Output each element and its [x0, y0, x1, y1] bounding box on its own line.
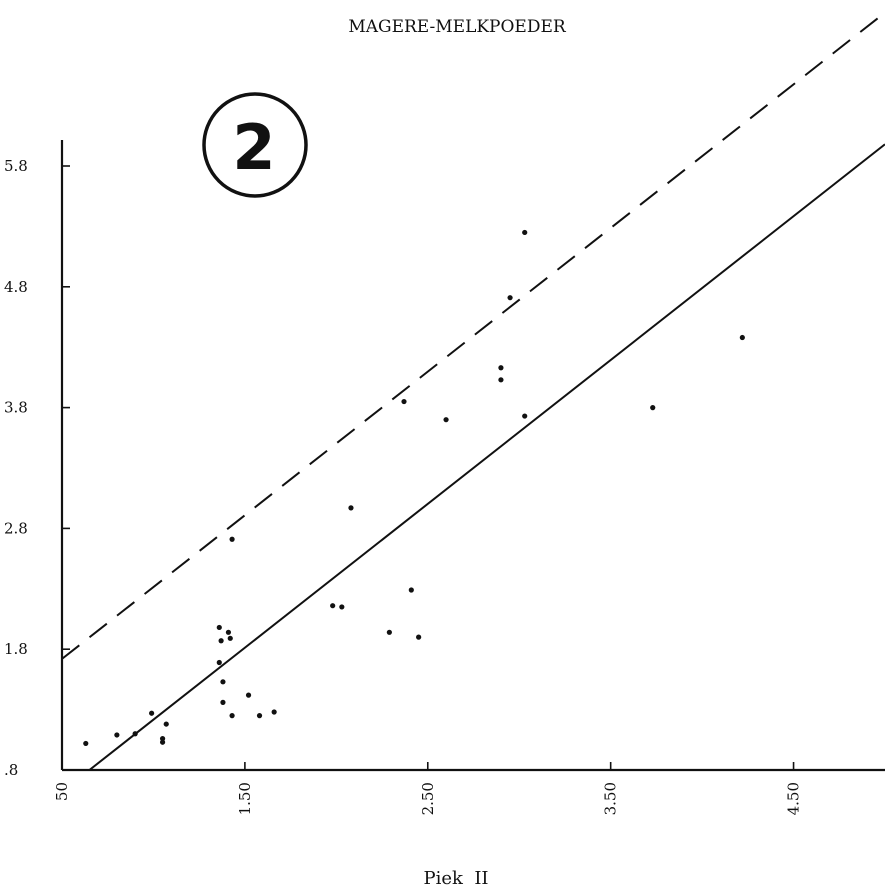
data-point: [339, 604, 345, 610]
axes: [60, 140, 885, 772]
data-point: [225, 629, 232, 635]
x-tick-label: 3.50: [602, 782, 620, 815]
data-point: [229, 536, 235, 542]
data-point: [216, 624, 222, 631]
data-point: [229, 713, 235, 719]
data-point: [650, 405, 656, 411]
chart-title: MAGERE-MELKPOEDER: [348, 17, 567, 37]
data-points: [83, 229, 745, 747]
data-point: [163, 721, 169, 727]
data-point: [149, 710, 155, 716]
data-point: [498, 365, 504, 371]
data-point: [220, 699, 226, 705]
data-point: [114, 732, 120, 738]
fit-lines: [62, 11, 885, 770]
y-tick-label: 4.8: [4, 278, 28, 296]
y-tick-label: 2.8: [4, 519, 28, 537]
data-point: [739, 334, 745, 341]
data-point: [348, 505, 354, 511]
x-axis-label: Piek II: [423, 868, 488, 889]
dashed-line: [62, 11, 885, 660]
solid-line: [88, 143, 885, 770]
badge-number: 2: [232, 111, 275, 184]
x-axis-ticks: 50 1.50 2.50 3.50 4.50: [53, 762, 803, 815]
data-point: [507, 295, 513, 301]
data-point: [443, 417, 449, 423]
data-point: [218, 638, 224, 644]
data-point: [401, 398, 407, 405]
y-tick-label: 1.8: [4, 640, 28, 658]
data-point: [330, 603, 336, 609]
data-point: [271, 709, 277, 715]
data-point: [416, 634, 422, 640]
data-point: [245, 692, 252, 698]
data-point: [83, 740, 89, 747]
y-tick-label: .8: [4, 761, 18, 779]
data-point: [159, 735, 166, 742]
data-point: [220, 679, 226, 685]
x-tick-label: 2.50: [419, 782, 437, 815]
data-point: [132, 731, 138, 737]
data-point: [216, 659, 222, 666]
y-axis-ticks: .8 1.8 2.8 3.8 4.8 5.8: [4, 157, 70, 779]
data-point: [386, 629, 392, 635]
data-point: [408, 587, 414, 593]
y-tick-label: 5.8: [4, 157, 28, 175]
data-point: [159, 739, 166, 745]
badge-circle: [202, 92, 308, 198]
data-point: [498, 377, 504, 383]
x-tick-label: 1.50: [236, 782, 254, 815]
data-point: [256, 713, 263, 719]
figure-badge: 2: [202, 92, 308, 198]
data-point: [522, 229, 528, 236]
x-tick-label: 50: [53, 782, 71, 801]
x-tick-label: 4.50: [785, 782, 803, 815]
data-point: [227, 635, 233, 641]
y-tick-label: 3.8: [4, 399, 28, 417]
data-point: [522, 413, 528, 419]
